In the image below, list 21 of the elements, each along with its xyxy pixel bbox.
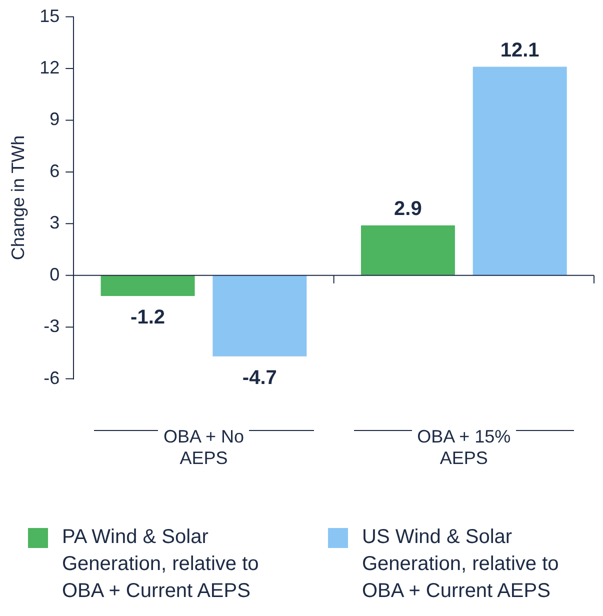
y-tick-label: 3: [50, 212, 60, 233]
bar: [360, 225, 455, 276]
data-label: 2.9: [394, 198, 422, 220]
y-tick-label: 15: [40, 6, 60, 26]
data-label: -4.7: [242, 366, 277, 389]
x-tick-label: OBA + No AEPS: [163, 426, 244, 468]
y-tick-label: 12: [40, 57, 60, 78]
y-tick-label: -6: [44, 368, 60, 388]
legend-label: PA Wind & Solar Generation, relative to OBA + Current AEPS: [62, 525, 260, 604]
data-label: 12.1: [500, 39, 540, 62]
y-tick-label: -3: [44, 316, 60, 336]
bar: [100, 275, 195, 296]
x-tick-label: OBA + 15% AEPS: [417, 426, 511, 468]
y-tick-label: 9: [50, 109, 60, 130]
bar: [212, 275, 307, 356]
bar: [472, 66, 567, 276]
legend-label: US Wind & Solar Generation, relative to OBA + Current AEPS: [362, 525, 560, 604]
y-tick-label: 0: [50, 264, 60, 284]
y-axis-title: Change in TWh: [8, 135, 28, 260]
y-tick-label: 6: [50, 160, 60, 181]
data-label: -1.2: [130, 306, 166, 329]
